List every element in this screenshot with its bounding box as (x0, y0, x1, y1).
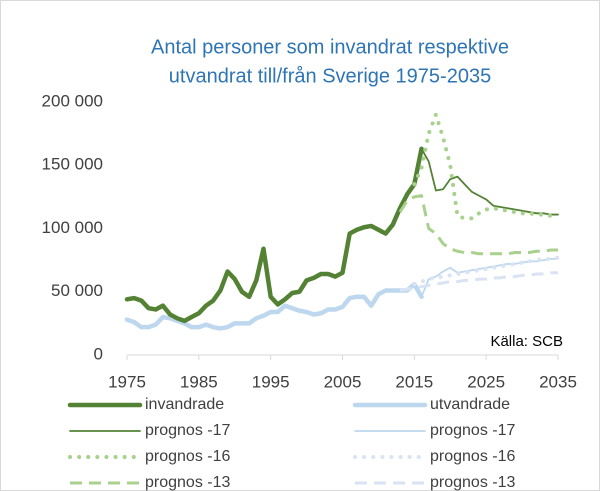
y-tick-label: 50 000 (51, 281, 103, 300)
x-tick-label: 2025 (467, 372, 505, 391)
legend-label: prognos -13 (430, 474, 515, 491)
legend-label: prognos -17 (430, 422, 515, 439)
y-tick-label: 0 (94, 344, 103, 363)
legend-label: invandrade (145, 396, 224, 413)
legend-label: prognos -17 (145, 422, 230, 439)
y-tick-label: 100 000 (42, 218, 103, 237)
chart-title: Antal personer som invandrat respektive (151, 36, 509, 58)
x-tick-label: 1975 (108, 372, 146, 391)
line-series (398, 194, 558, 256)
line-series (124, 281, 424, 331)
x-tick-label: 2035 (539, 372, 577, 391)
legend-label: prognos -16 (430, 448, 515, 465)
legend-label: prognos -13 (145, 474, 230, 491)
line-series (420, 257, 559, 298)
line-series (124, 146, 424, 324)
line-series (412, 112, 560, 221)
x-tick-label: 2015 (395, 372, 433, 391)
chart-title: utvandrat till/från Sverige 1975-2035 (169, 65, 491, 87)
x-tick-label: 2005 (324, 372, 362, 391)
x-tick-label: 1995 (252, 372, 290, 391)
x-tick-label: 1985 (180, 372, 218, 391)
line-series (399, 271, 558, 292)
legend-label: utvandrade (430, 396, 510, 413)
y-tick-label: 200 000 (42, 91, 103, 110)
legend-label: prognos -16 (145, 448, 230, 465)
line-series (420, 147, 559, 216)
annotation: Källa: SCB (490, 333, 563, 350)
line-series (412, 255, 560, 287)
y-tick-label: 150 000 (42, 155, 103, 174)
